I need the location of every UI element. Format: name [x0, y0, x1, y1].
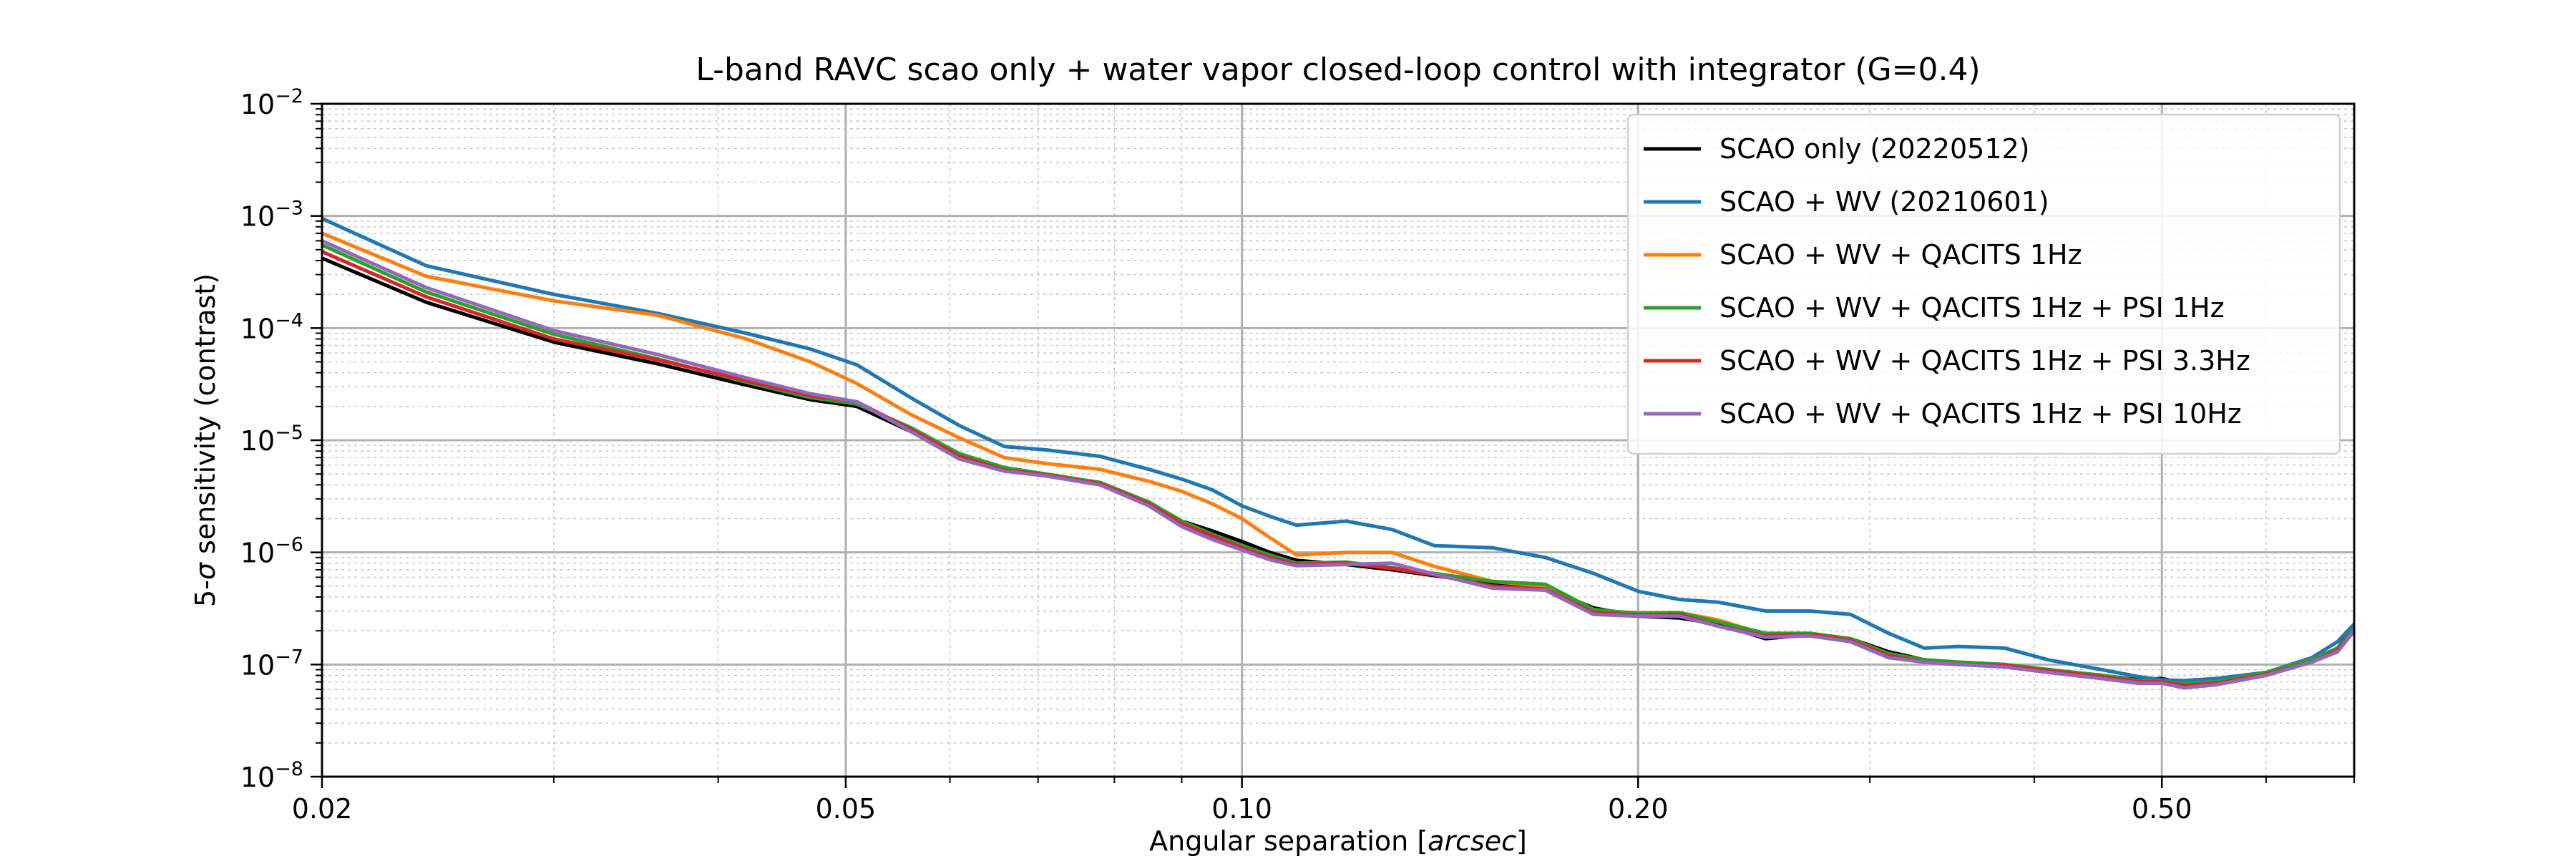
y-tick-base: 10 — [240, 538, 275, 569]
series-line-2 — [322, 216, 2354, 683]
series-lines — [322, 216, 2354, 690]
axis-ticks — [311, 102, 2355, 788]
y-tick-base: 10 — [240, 425, 275, 457]
series-line-6 — [322, 239, 2354, 690]
y-tick-exponent: −3 — [275, 198, 303, 220]
legend-label: SCAO + WV + QACITS 1Hz + PSI 1Hz — [1719, 292, 2225, 324]
x-tick-label: 0.02 — [292, 793, 353, 825]
legend-box — [1626, 113, 2341, 455]
y-tick-label: 10−2 — [240, 85, 303, 120]
y-tick-label: 10−3 — [240, 198, 303, 233]
y-tick-exponent: −5 — [275, 422, 303, 444]
y-tick-exponent: −2 — [275, 85, 303, 107]
chart-title: L-band RAVC scao only + water vapor clos… — [696, 52, 1980, 88]
y-tick-base: 10 — [240, 649, 275, 681]
y-tick-label: 10−8 — [240, 758, 303, 793]
x-tick-label: 0.10 — [1211, 793, 1272, 825]
y-tick-exponent: −4 — [275, 309, 303, 331]
y-axis-label: 5-σ sensitivity (contrast) — [190, 273, 221, 607]
y-axis-label-suffix: sensitivity (contrast) — [190, 273, 221, 563]
legend-label: SCAO + WV + QACITS 1Hz + PSI 10Hz — [1719, 398, 2242, 430]
y-tick-exponent: −8 — [275, 758, 303, 780]
y-tick-base: 10 — [240, 762, 275, 793]
legend: SCAO only (20220512) SCAO + WV (20210601)… — [1626, 113, 2341, 455]
y-tick-base: 10 — [240, 89, 275, 120]
x-axis-label-suffix: ] — [1516, 825, 1527, 857]
x-axis-label: Angular separation [arcsec] — [1149, 825, 1527, 857]
y-tick-label: 10−5 — [240, 422, 303, 457]
x-tick-labels: 0.02 0.05 0.10 0.20 0.50 — [292, 793, 2192, 825]
x-tick-label: 0.20 — [1608, 793, 1669, 825]
x-axis-label-unit: arcsec — [1428, 825, 1516, 857]
y-tick-exponent: −6 — [275, 534, 303, 556]
y-tick-labels: 10−810−710−610−510−410−310−2 — [240, 85, 303, 793]
y-axis-label-sigma: σ — [190, 561, 221, 580]
legend-label: SCAO + WV (20210601) — [1719, 186, 2049, 218]
y-tick-label: 10−4 — [240, 309, 303, 344]
x-axis-label-prefix: Angular separation [ — [1149, 825, 1428, 857]
y-tick-base: 10 — [240, 201, 275, 233]
legend-label: SCAO + WV + QACITS 1Hz — [1719, 239, 2082, 271]
y-axis-label-prefix: 5- — [190, 580, 221, 607]
x-tick-label: 0.05 — [816, 793, 877, 825]
y-tick-label: 10−6 — [240, 534, 303, 569]
y-tick-base: 10 — [240, 313, 275, 344]
x-tick-label: 0.50 — [2132, 793, 2192, 825]
legend-label: SCAO only (20220512) — [1719, 133, 2030, 165]
y-tick-label: 10−7 — [240, 646, 303, 681]
y-tick-exponent: −7 — [275, 646, 303, 668]
legend-label: SCAO + WV + QACITS 1Hz + PSI 3.3Hz — [1719, 345, 2250, 377]
